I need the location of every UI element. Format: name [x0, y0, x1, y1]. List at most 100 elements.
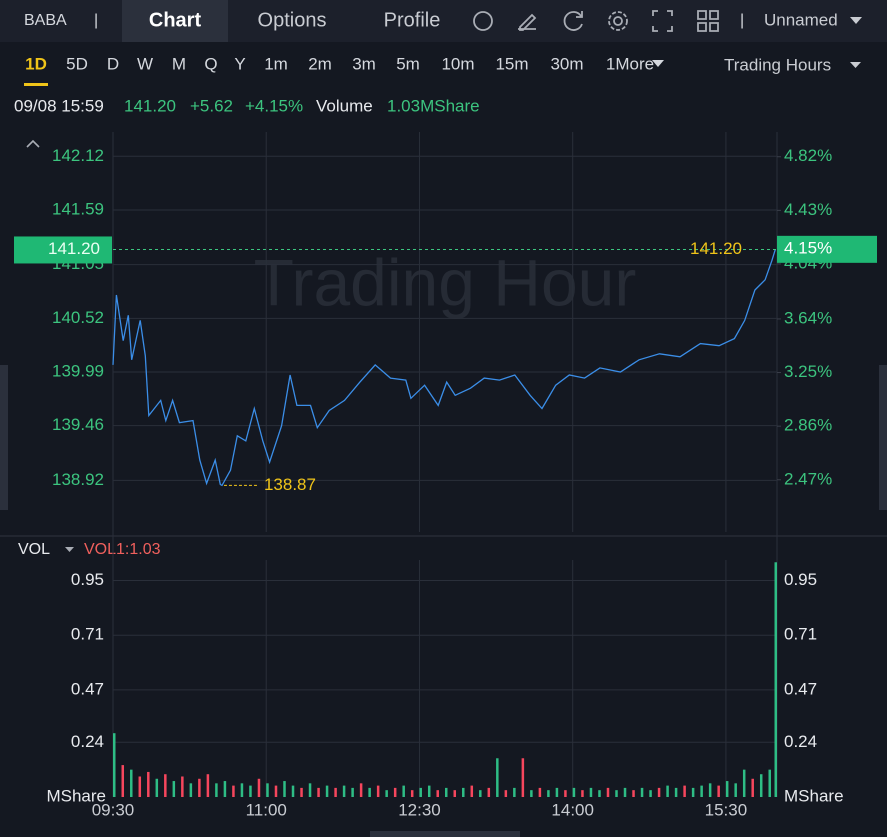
- period[interactable]: 1D: [25, 54, 47, 73]
- period[interactable]: 1m: [264, 54, 288, 73]
- period[interactable]: Q: [204, 54, 217, 73]
- y2-tick-label: 2.86%: [784, 416, 832, 435]
- volume-bar: [359, 783, 363, 797]
- period[interactable]: M: [172, 54, 186, 73]
- collapse-icon[interactable]: [26, 139, 40, 148]
- tab[interactable]: Profile: [384, 9, 441, 31]
- tab[interactable]: Chart: [149, 9, 202, 31]
- volume-bar: [215, 783, 218, 797]
- volume-bar: [130, 769, 133, 797]
- y2-tick-label: 0.24: [784, 732, 817, 751]
- quote-volume: 1.03MShare: [387, 96, 480, 115]
- period[interactable]: 5D: [66, 54, 88, 73]
- quote-time: 09/08 15:59: [14, 96, 104, 115]
- active-tab[interactable]: [122, 0, 228, 42]
- x-tick-label: 12:30: [398, 800, 441, 819]
- last-pct-tag: [777, 235, 877, 263]
- volume-bar: [530, 790, 533, 797]
- side-handle[interactable]: [0, 365, 8, 510]
- period[interactable]: 30m: [550, 54, 583, 73]
- volume-bar: [206, 774, 210, 797]
- indicator-name[interactable]: VOL: [18, 541, 50, 558]
- icon-gauge[interactable]: [473, 11, 493, 31]
- separator: |: [740, 12, 744, 29]
- last-price-label: 141.20: [690, 239, 742, 258]
- x-tick-label: 11:00: [246, 800, 287, 819]
- period[interactable]: 3m: [352, 54, 376, 73]
- icon-draw[interactable]: [518, 13, 537, 31]
- icon-fullscreen[interactable]: [652, 10, 673, 32]
- volume-bar: [155, 778, 159, 797]
- volume-bar: [113, 733, 116, 797]
- volume-bar: [342, 785, 346, 797]
- unit-label: MShare: [46, 786, 106, 805]
- y2-tick-label: 3.25%: [784, 362, 832, 381]
- last-price-tag: [14, 236, 112, 264]
- volume-bar: [470, 785, 474, 797]
- volume-bar: [683, 785, 686, 797]
- period[interactable]: 15m: [495, 54, 528, 73]
- scroll-handle[interactable]: [370, 831, 520, 837]
- dropdown-arrow[interactable]: [65, 547, 74, 552]
- volume-bar: [257, 778, 261, 797]
- dropdown-arrow[interactable]: [850, 62, 861, 68]
- volume-bar: [198, 778, 201, 797]
- volume-bar: [164, 774, 167, 797]
- y2-tick-label: 0.71: [784, 625, 817, 644]
- volume-label: Volume: [316, 96, 373, 115]
- volume-bar: [742, 769, 746, 797]
- y2-tick-label: 0.95: [784, 570, 817, 589]
- icon-layout[interactable]: [697, 10, 719, 32]
- period[interactable]: 5m: [396, 54, 420, 73]
- volume-bar: [436, 790, 439, 797]
- volume-bar: [504, 790, 508, 797]
- volume-bar: [274, 785, 278, 797]
- icon-refresh[interactable]: [563, 11, 583, 31]
- dropdown-arrow[interactable]: [850, 17, 862, 24]
- volume-bar: [700, 785, 703, 797]
- last-price-tag-text: 141.20: [48, 239, 100, 258]
- volume-bar: [774, 562, 777, 797]
- volume-bar: [598, 790, 601, 797]
- period[interactable]: W: [137, 54, 153, 73]
- volume-bar: [427, 785, 431, 797]
- volume-bar: [538, 787, 542, 797]
- period[interactable]: 1More: [606, 54, 654, 73]
- volume-bar: [725, 781, 729, 797]
- period[interactable]: 2m: [308, 54, 332, 73]
- volume-bar: [649, 790, 652, 797]
- watermark: Trading Hour: [254, 245, 637, 319]
- y2-tick-label: 4.82%: [784, 146, 832, 165]
- period[interactable]: Y: [234, 54, 245, 73]
- period[interactable]: 10m: [441, 54, 474, 73]
- toolbar-icons: [473, 10, 719, 32]
- x-tick-label: 14:00: [551, 800, 594, 819]
- y-tick-label: 139.99: [52, 361, 104, 380]
- volume-bar: [351, 787, 354, 797]
- volume-bar: [453, 790, 457, 797]
- volume-bar: [623, 787, 627, 797]
- volume-bar: [317, 787, 320, 797]
- period[interactable]: D: [107, 54, 119, 73]
- volume-bar: [368, 787, 371, 797]
- unit-label: MShare: [784, 786, 844, 805]
- y-tick-label: 0.47: [71, 679, 104, 698]
- volume-bar: [283, 781, 286, 797]
- y2-tick-label: 3.64%: [784, 308, 832, 327]
- y2-tick-label: 0.47: [784, 679, 817, 698]
- volume-bar: [385, 790, 388, 797]
- volume-bar: [674, 787, 678, 797]
- volume-bar: [291, 785, 295, 797]
- symbol[interactable]: BABA: [24, 12, 67, 29]
- volume-bar: [496, 758, 499, 797]
- side-handle[interactable]: [879, 365, 887, 510]
- dropdown-arrow[interactable]: [652, 60, 664, 67]
- volume-bar: [564, 790, 567, 797]
- icon-settings-ring: [608, 11, 628, 31]
- session[interactable]: Trading Hours: [724, 55, 831, 74]
- tab[interactable]: Options: [258, 9, 327, 31]
- y2-tick-label: 2.47%: [784, 469, 832, 488]
- layout-name[interactable]: Unnamed: [764, 10, 838, 29]
- icon-settings[interactable]: [613, 16, 623, 26]
